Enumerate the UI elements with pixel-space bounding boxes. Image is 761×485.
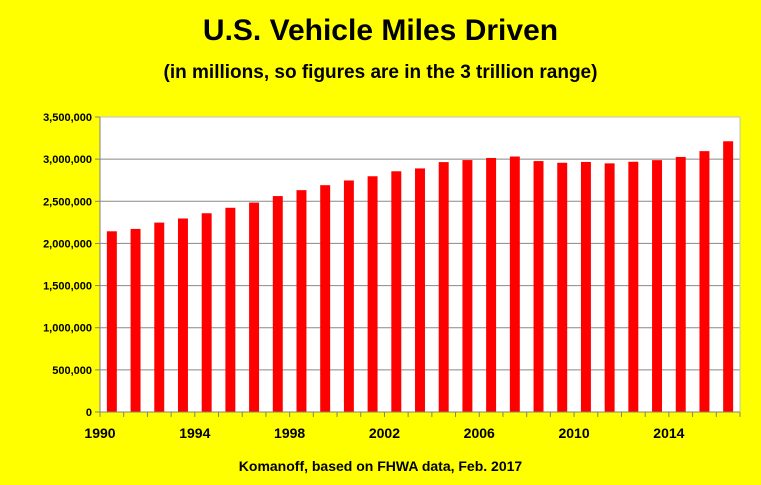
bar-2012: [628, 161, 639, 412]
y-tick-label: 2,500,000: [43, 196, 92, 208]
bar-1997: [272, 196, 283, 412]
bar-2015: [699, 151, 710, 412]
chart-credit: Komanoff, based on FHWA data, Feb. 2017: [238, 458, 523, 474]
bar-1996: [249, 202, 260, 412]
bars: [106, 141, 734, 412]
bar-1990: [106, 231, 117, 412]
bar-2016: [723, 141, 734, 412]
bar-1995: [225, 207, 236, 412]
x-tick-label: 2014: [653, 425, 684, 441]
x-tick-label: 2006: [464, 425, 495, 441]
y-tick-label: 0: [86, 407, 92, 419]
y-tick-label: 2,000,000: [43, 238, 92, 250]
bar-2009: [557, 162, 568, 412]
bar-2004: [438, 162, 449, 412]
y-tick-label: 3,000,000: [43, 154, 92, 166]
x-tick-label: 2002: [369, 425, 400, 441]
bar-1992: [154, 222, 165, 412]
chart-title: U.S. Vehicle Miles Driven: [202, 14, 559, 47]
bar-2013: [652, 160, 663, 412]
bar-2001: [367, 176, 378, 412]
bar-1991: [130, 228, 141, 412]
chart-subtitle: (in millions, so figures are in the 3 tr…: [163, 62, 598, 83]
x-tick-label: 1990: [84, 425, 115, 441]
y-tick-label: 1,500,000: [43, 281, 92, 293]
bar-2007: [509, 156, 520, 412]
x-tick-labels: 1990 1994 1998 2002 2006 2010 2014: [84, 425, 684, 441]
x-tick-label: 1994: [179, 425, 210, 441]
bar-1998: [296, 190, 307, 412]
y-tick-labels: 0 500,000 1,000,000 1,500,000 2,000,000 2,500…: [43, 112, 92, 419]
bar-2011: [604, 163, 615, 412]
bar-2014: [675, 156, 686, 412]
bar-2010: [580, 161, 591, 412]
y-tick-label: 1,000,000: [43, 323, 92, 335]
bar-2005: [462, 160, 473, 412]
bar-1994: [201, 213, 212, 412]
x-tick-label: 1998: [274, 425, 305, 441]
y-tick-label: 3,500,000: [43, 112, 92, 124]
x-tick-label: 2010: [558, 425, 589, 441]
bar-2003: [415, 168, 425, 412]
bar-2008: [533, 161, 544, 412]
bar-2000: [343, 180, 354, 412]
bar-1999: [320, 185, 331, 412]
bar-1993: [177, 218, 188, 412]
bar-2006: [486, 157, 497, 412]
y-tick-label: 500,000: [52, 365, 92, 377]
bar-2002: [391, 171, 402, 412]
axes: [95, 116, 741, 417]
